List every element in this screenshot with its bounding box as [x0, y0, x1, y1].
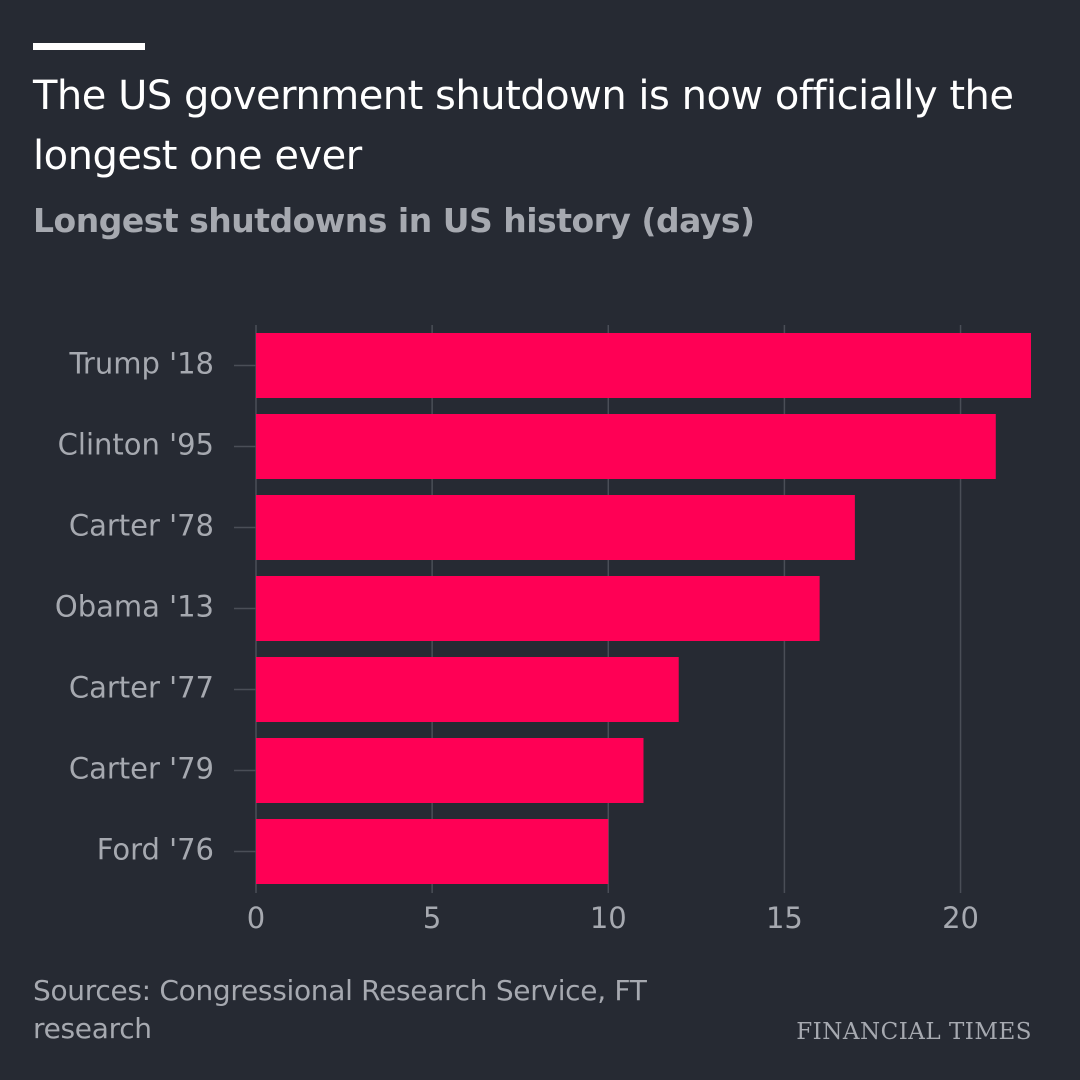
bar-chart: Trump '18 Clinton '95 Carter '78 Obama '13 C… — [55, 325, 1031, 935]
category-label: Carter '77 — [69, 671, 214, 705]
category-label: Carter '78 — [69, 509, 214, 543]
financial-times-logo: FINANCIAL TIMES — [796, 1019, 1032, 1045]
source-note: Sources: Congressional Research Service,… — [33, 974, 647, 1045]
x-tick-label: 15 — [766, 901, 803, 935]
category-label: Carter '79 — [69, 752, 214, 786]
bar-6 — [256, 819, 609, 884]
bar-0 — [256, 333, 1031, 398]
chart-title: The US government shutdown is now offici… — [33, 73, 1014, 179]
category-label: Trump '18 — [68, 347, 214, 381]
bar-1 — [256, 414, 996, 479]
accent-rule — [33, 43, 145, 50]
category-label: Ford '76 — [97, 833, 214, 867]
category-label: Obama '13 — [55, 590, 214, 624]
x-tick-label: 20 — [942, 901, 979, 935]
bar-3 — [256, 576, 820, 641]
bar-4 — [256, 657, 679, 722]
bar-2 — [256, 495, 855, 560]
category-label: Clinton '95 — [58, 428, 214, 462]
category-labels: Trump '18 Clinton '95 Carter '78 Obama '13 C… — [55, 347, 256, 867]
bars — [256, 333, 1031, 884]
x-tick-label: 0 — [247, 901, 265, 935]
chart-subtitle: Longest shutdowns in US history (days) — [33, 201, 755, 240]
x-axis-ticks: 0 5 10 15 20 — [247, 901, 979, 935]
x-tick-label: 10 — [590, 901, 627, 935]
x-tick-label: 5 — [423, 901, 441, 935]
bar-5 — [256, 738, 644, 803]
